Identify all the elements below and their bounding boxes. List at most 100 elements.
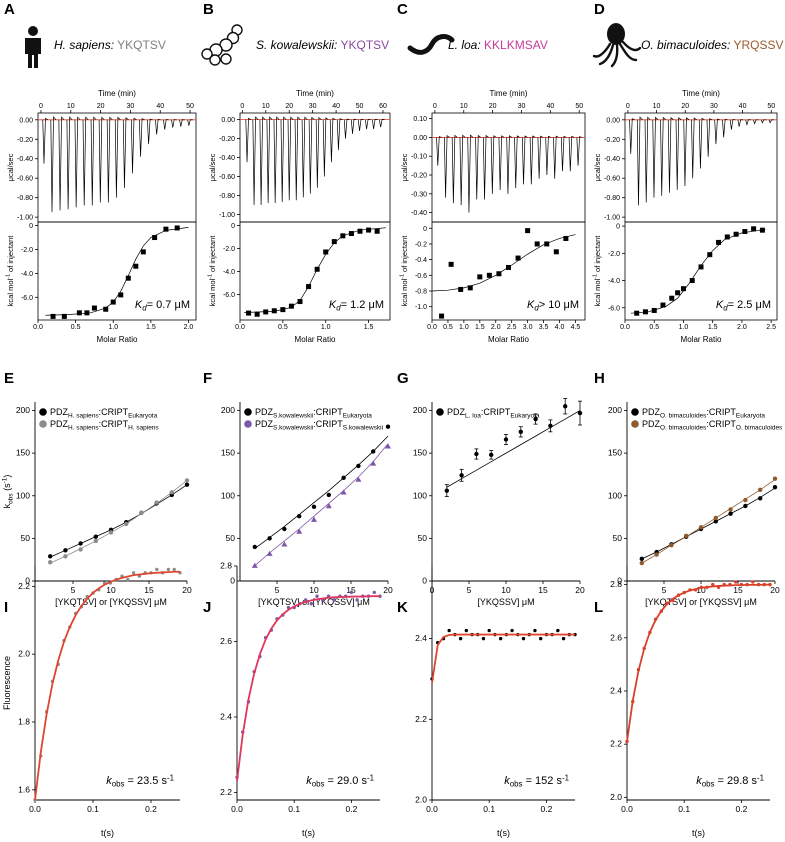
nematode-icon [407, 34, 455, 55]
y-tick-label: 2.6 [220, 636, 232, 646]
marker [154, 500, 159, 505]
marker [254, 311, 260, 317]
text-part: S.kowalewskii [273, 425, 313, 432]
x-tick-label: 0.2 [145, 804, 157, 814]
x-tick-label: 2.0 [184, 324, 194, 331]
text-part: S.kowalewskii [273, 413, 313, 420]
injection-peak [644, 116, 651, 203]
y-tick-label: 2.0 [18, 649, 30, 659]
injection-peak [329, 117, 336, 163]
injection-peak [379, 119, 385, 128]
fit-line [446, 410, 581, 488]
marker [251, 562, 258, 568]
injection-peak [350, 118, 357, 134]
panel-letter: L [594, 599, 603, 616]
marker [110, 299, 116, 305]
text-part: of injectant [208, 235, 217, 274]
panel-letter: E [4, 370, 14, 387]
y-tick-label: -0.8 [415, 288, 427, 295]
marker [498, 636, 503, 641]
y-tick-label: 50 [613, 533, 623, 543]
injection-peak [294, 116, 301, 201]
marker [467, 285, 473, 291]
injection-peak [652, 116, 659, 198]
injection-peak [714, 118, 721, 145]
x-tick-label: 0 [626, 103, 630, 110]
marker [728, 507, 733, 512]
marker [296, 528, 303, 534]
annotation: Kd= 1.2 μM [329, 299, 384, 313]
text-part: = 29.8 s [714, 775, 757, 787]
injection-peak [636, 116, 643, 206]
injection-peak [629, 118, 635, 154]
text-part: of injectant [6, 235, 15, 274]
panel-title: H. sapiens: YKQTSV [54, 38, 166, 52]
injection-peak [691, 117, 697, 179]
x-axis-label: [YKQTSV] or [YKQSSV] μM [258, 597, 370, 607]
x-axis-label: t(s) [692, 828, 705, 838]
text-part: obs [510, 780, 523, 789]
marker [281, 541, 288, 547]
injection-peak [130, 117, 137, 174]
text-part: obs [312, 780, 325, 789]
x-tick-label: 0.1 [288, 804, 300, 814]
x-tick-label: 15 [144, 585, 154, 595]
marker [496, 271, 502, 277]
annotation: kobs = 29.0 s-1 [306, 774, 374, 789]
text-part: L. loa [465, 413, 481, 420]
y-tick-label: 0.00 [413, 135, 427, 142]
injection-peak [315, 116, 322, 188]
text-part: obs [702, 780, 715, 789]
marker [332, 598, 336, 602]
injection-peak [706, 118, 713, 157]
acorn-worm-icon [201, 24, 243, 66]
injection-peak [372, 118, 378, 130]
injection-peak [482, 134, 489, 200]
text-part: d [336, 304, 341, 313]
marker [759, 227, 765, 233]
fit-line [34, 570, 180, 801]
y-axis-label: μcal/sec [208, 153, 217, 181]
panel-letter: F [203, 370, 212, 387]
y-tick-label: -4.0 [608, 278, 620, 285]
y-tick-label: -0.40 [604, 156, 620, 163]
marker [474, 451, 479, 457]
text-part: PDZ [255, 407, 274, 417]
marker [341, 475, 346, 481]
y-tick-label: 0 [25, 576, 30, 586]
marker [548, 423, 553, 429]
text-part: of injectant [400, 235, 409, 274]
injection-peak [280, 116, 287, 203]
marker [728, 511, 733, 516]
x-tick-label: 15 [538, 585, 548, 595]
marker [124, 521, 129, 527]
marker [464, 628, 469, 633]
x-tick-label: 50 [356, 103, 364, 110]
marker [325, 502, 332, 509]
text-part: d [723, 304, 728, 313]
y-tick-label: 200 [221, 405, 235, 415]
marker [93, 534, 99, 539]
x-axis-label: Time (min) [682, 89, 720, 98]
marker [91, 305, 97, 311]
marker [556, 628, 560, 633]
marker [348, 231, 354, 237]
x-tick-label: 0.0 [620, 324, 630, 331]
x-tick-label: 0.0 [231, 804, 243, 814]
y-tick-label: -0.60 [219, 174, 235, 181]
x-tick-label: 40 [739, 103, 747, 110]
injection-peak [745, 119, 751, 127]
y-tick-label: 2.2 [18, 581, 30, 591]
marker [698, 264, 704, 270]
text-part: Eukaryota [128, 413, 158, 420]
y-tick-label: -2.0 [608, 251, 620, 258]
injection-peak [514, 135, 520, 189]
y-tick-label: 0.00 [221, 117, 235, 124]
y-tick-label: 1.6 [18, 784, 30, 794]
marker [172, 567, 176, 572]
x-tick-label: 2.0 [737, 324, 747, 331]
injection-peak [560, 135, 567, 172]
x-axis-label: [YKQTSV] or [YKQSSV] μM [645, 597, 757, 607]
legend-marker [244, 408, 252, 416]
injection-peak [521, 135, 528, 185]
